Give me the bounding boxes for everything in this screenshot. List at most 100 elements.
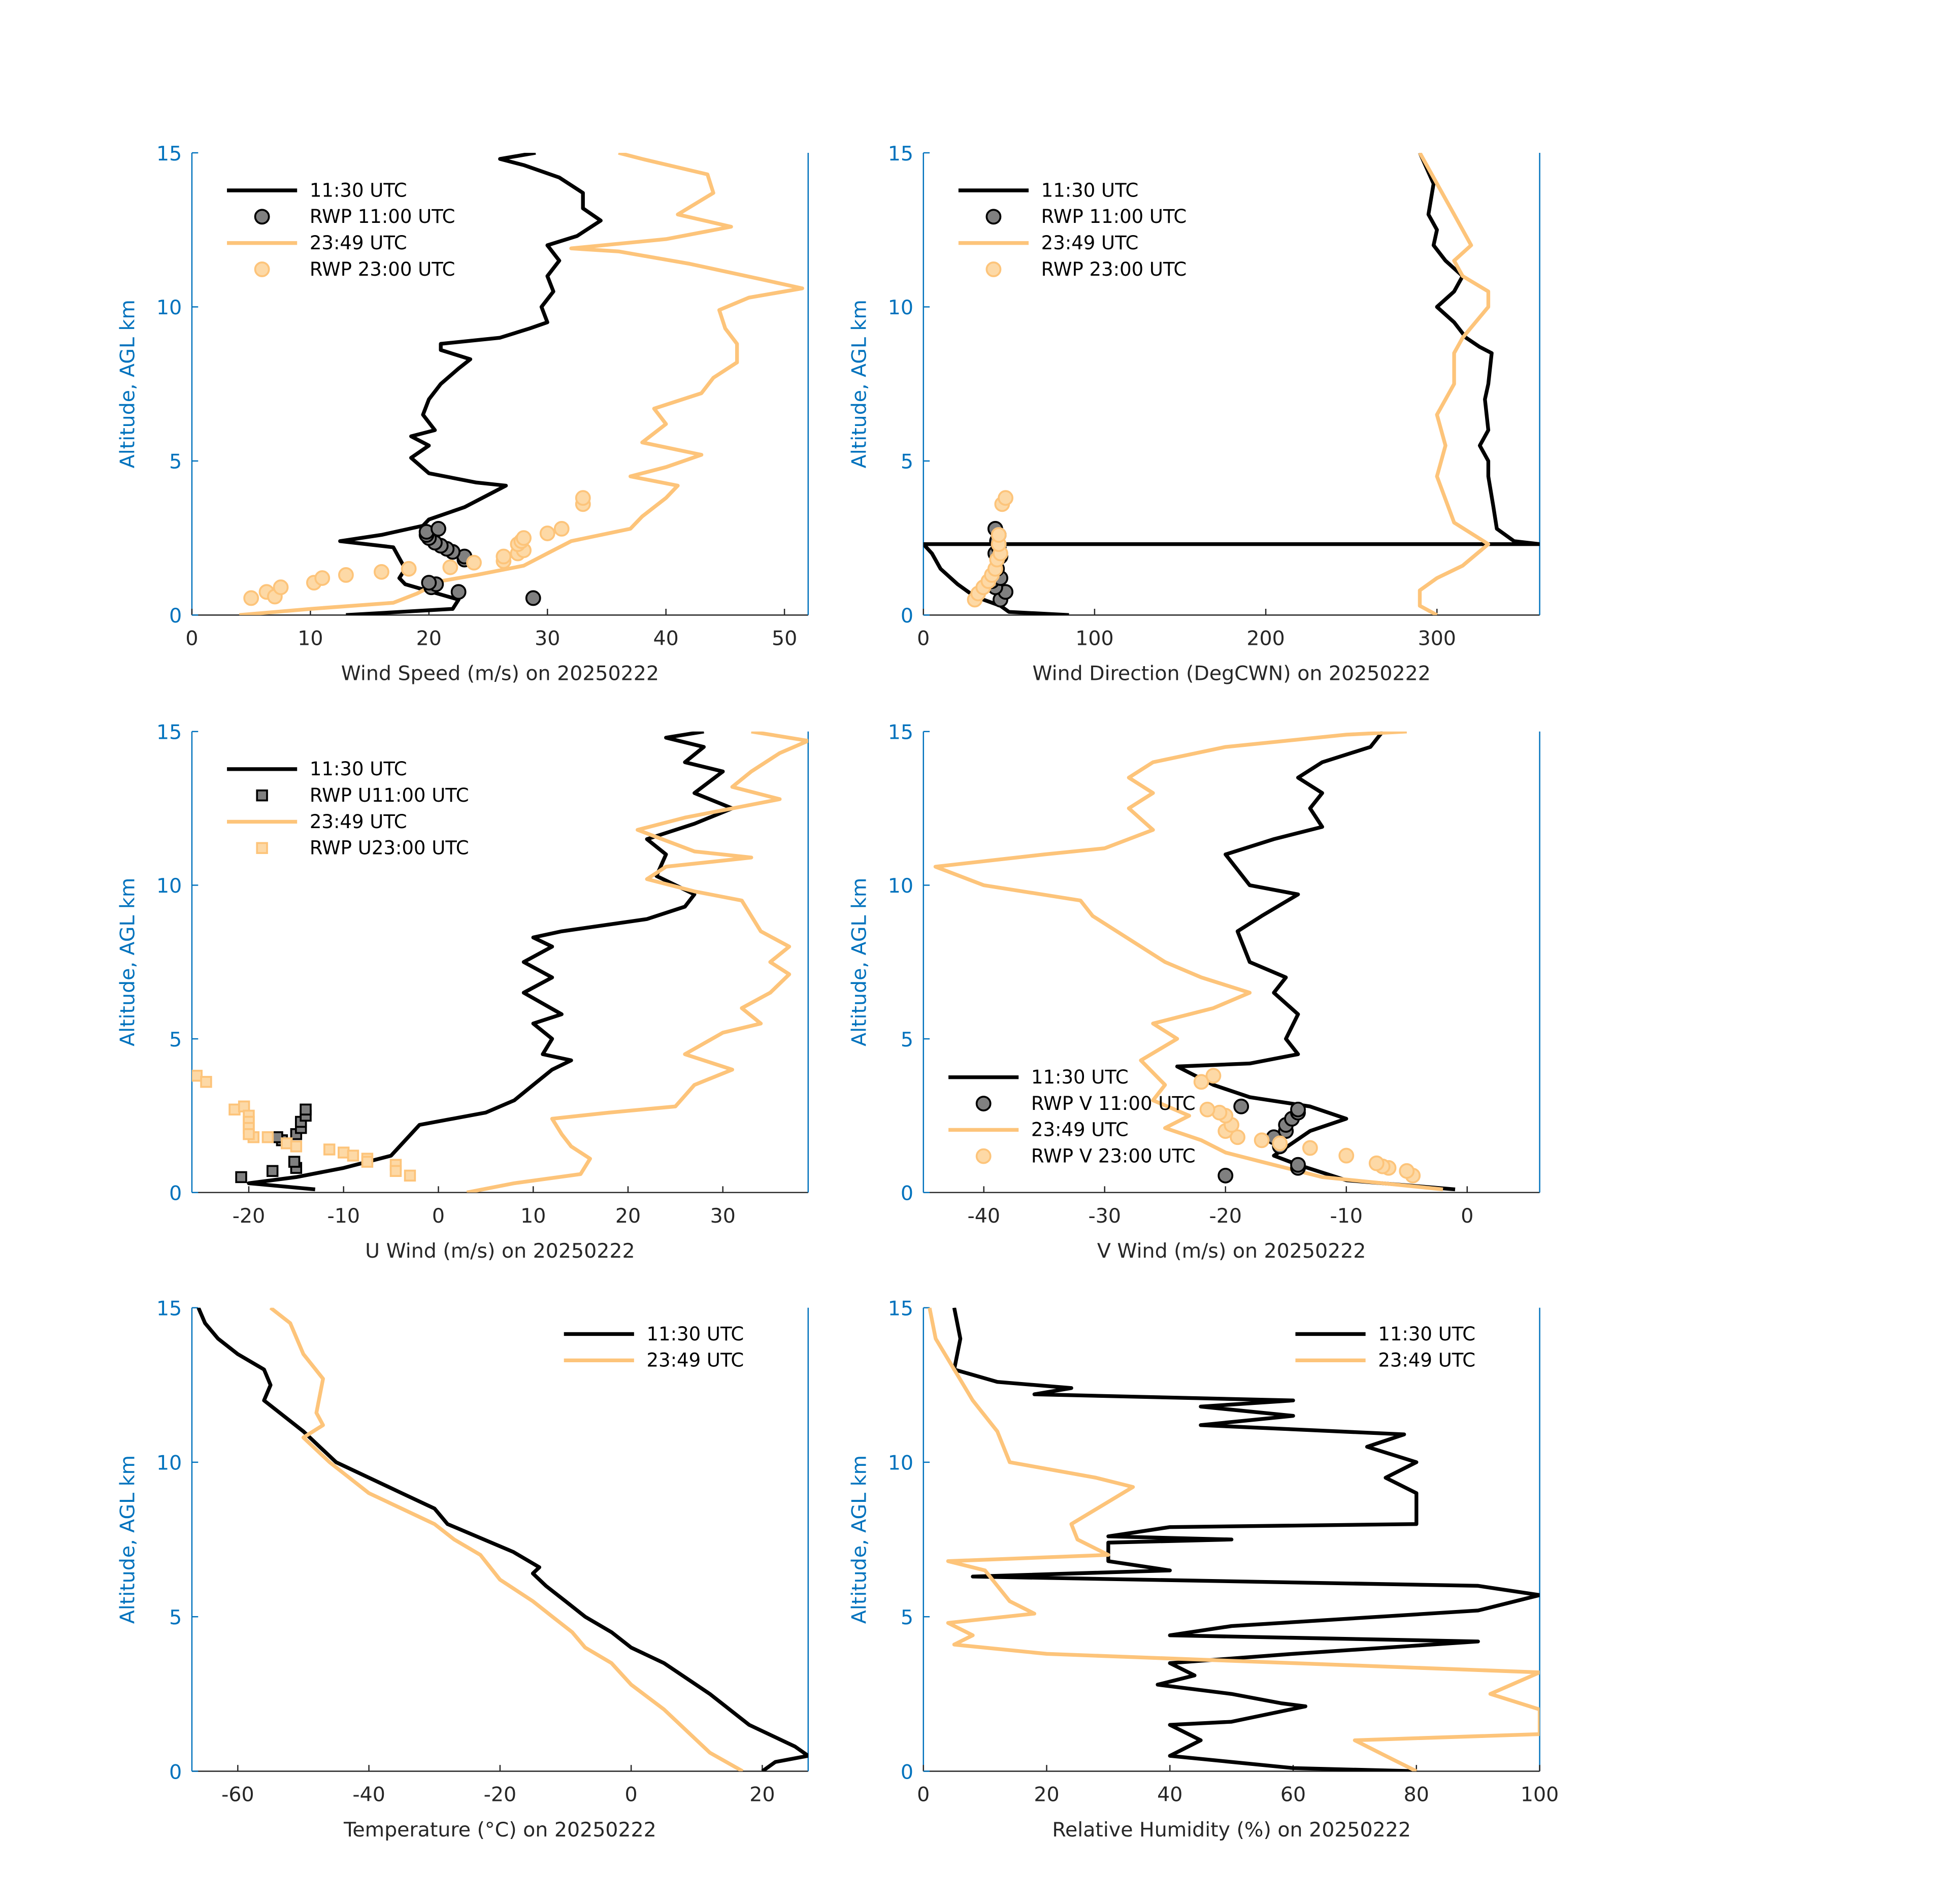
panel-6: 0 20 40 60 80 100 0 5 10 15 Relative Humidity (%) … [847, 1297, 1559, 1841]
x-tick-label: 20 [749, 1783, 775, 1807]
y-tick-label: 5 [169, 1606, 182, 1629]
data-point [1199, 1101, 1215, 1118]
x-tick-label: -10 [1330, 1204, 1363, 1228]
series-line-2 [933, 731, 1443, 1192]
y-tick-label: 15 [888, 1297, 913, 1320]
x-tick-label: 20 [416, 627, 442, 650]
y-tick-label: 0 [901, 1760, 913, 1784]
y-tick-label: 15 [156, 1297, 182, 1320]
x-tick-label: -40 [968, 1204, 1000, 1228]
plot-marks [928, 1307, 1540, 1771]
x-tick-label: 300 [1418, 627, 1456, 650]
legend: 11:30 UTC 23:49 UTC [1295, 1323, 1475, 1371]
y-tick-label: 0 [901, 1181, 913, 1205]
legend-label: 23:49 UTC [310, 811, 407, 833]
data-point [338, 567, 354, 583]
data-point [496, 548, 512, 565]
x-tick-label: 10 [520, 1204, 546, 1228]
x-tick-label: 30 [710, 1204, 736, 1228]
x-tick-label: -20 [484, 1783, 516, 1807]
y-axis-label: Altitude, AGL km [116, 878, 139, 1046]
series-line-0 [923, 152, 1540, 615]
data-point [271, 1131, 283, 1143]
panel-5: -60 -40 -20 0 20 0 5 10 15 Temperature (°C) on 20… [116, 1297, 809, 1842]
x-tick-label: 0 [917, 627, 930, 650]
data-point [273, 579, 289, 596]
data-point [235, 1171, 247, 1184]
x-tick-label: 20 [1034, 1783, 1059, 1807]
legend-marker-swatch [254, 209, 270, 225]
data-point [323, 1143, 336, 1156]
legend-label: 23:49 UTC [1031, 1119, 1129, 1141]
data-point [1230, 1129, 1245, 1145]
data-point [553, 520, 570, 537]
legend-label: 23:49 UTC [647, 1350, 744, 1371]
data-point [288, 1156, 301, 1168]
y-tick-label: 10 [888, 874, 913, 898]
legend-label: 23:49 UTC [310, 232, 407, 254]
legend-label: RWP 23:00 UTC [1041, 258, 1187, 280]
data-point [516, 530, 532, 546]
data-point [525, 590, 541, 606]
legend-marker-swatch [975, 1148, 992, 1164]
y-tick-label: 15 [888, 721, 913, 744]
legend-label: 11:30 UTC [1041, 179, 1139, 201]
x-axis-label: Wind Direction (DegCWN) on 20250222 [1032, 662, 1430, 685]
series-line-0 [196, 1307, 808, 1771]
y-tick-label: 0 [169, 1760, 182, 1784]
data-point [1254, 1132, 1270, 1148]
panel-1: 0 10 20 30 40 50 0 5 10 15 Wind Speed (m/s) on 202… [116, 142, 809, 685]
legend-label: RWP 11:00 UTC [310, 206, 455, 227]
legend: 11:30 UTC RWP V 11:00 UTC 23:49 UTC RWP V 2… [948, 1066, 1196, 1167]
x-tick-label: 40 [653, 627, 679, 650]
y-axis-label: Altitude, AGL km [116, 1455, 139, 1624]
legend-label: 11:30 UTC [310, 758, 407, 780]
data-point [1290, 1157, 1306, 1173]
data-point [1272, 1135, 1288, 1152]
y-axis-label: Altitude, AGL km [847, 878, 871, 1046]
legend: 11:30 UTC RWP U11:00 UTC 23:49 UTC RWP U23:… [227, 758, 469, 859]
data-point [1399, 1163, 1415, 1179]
series-line-0 [338, 152, 603, 615]
y-tick-label: 0 [169, 1181, 182, 1205]
legend-label: RWP 11:00 UTC [1041, 206, 1187, 227]
x-tick-label: 20 [615, 1204, 641, 1228]
x-tick-label: 100 [1521, 1783, 1559, 1807]
x-axis-label: Relative Humidity (%) on 20250222 [1052, 1818, 1411, 1842]
data-point [347, 1150, 359, 1162]
data-point [450, 584, 467, 600]
y-axis-label: Altitude, AGL km [116, 300, 139, 468]
panel-3: -20 -10 0 10 20 30 0 5 10 15 U Wind (m/s) on 20250… [116, 721, 809, 1263]
panel-2: 0 100 200 300 0 5 10 15 Wind Direction (DegCWN) … [847, 142, 1540, 685]
plot-marks [191, 731, 808, 1193]
data-point [442, 559, 458, 575]
legend-marker-swatch [256, 842, 268, 854]
data-point [243, 1128, 255, 1140]
x-tick-label: 0 [185, 627, 198, 650]
y-tick-label: 15 [156, 142, 182, 166]
y-tick-label: 5 [901, 1028, 913, 1052]
x-axis-label: U Wind (m/s) on 20250222 [365, 1239, 635, 1263]
y-tick-label: 10 [888, 296, 913, 319]
data-point [300, 1103, 312, 1115]
data-point [431, 520, 446, 537]
series-line-2 [466, 731, 808, 1193]
plot-marks [239, 152, 804, 615]
data-point [314, 570, 331, 586]
y-tick-label: 10 [156, 1452, 182, 1475]
y-tick-label: 5 [901, 450, 913, 474]
data-point [261, 1131, 274, 1143]
plot-marks [933, 731, 1456, 1192]
y-tick-label: 10 [156, 874, 182, 898]
data-point [338, 1146, 350, 1159]
data-point [290, 1140, 303, 1153]
x-tick-label: 60 [1280, 1783, 1306, 1807]
x-axis-label: Temperature (°C) on 20250222 [343, 1818, 656, 1842]
legend-marker-swatch [256, 789, 268, 802]
data-point [1233, 1098, 1249, 1114]
legend-label: RWP V 11:00 UTC [1031, 1093, 1196, 1114]
data-point [1368, 1155, 1385, 1171]
data-point [389, 1165, 402, 1177]
data-point [361, 1156, 374, 1168]
